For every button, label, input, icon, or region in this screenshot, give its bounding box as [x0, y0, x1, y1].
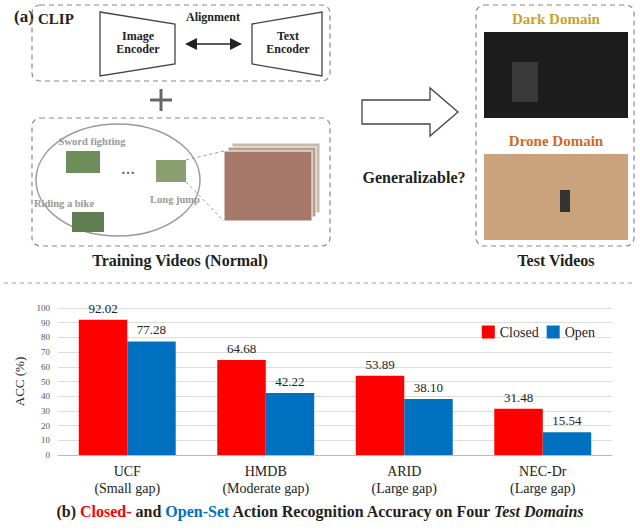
svg-text:Riding a bike: Riding a bike: [34, 198, 94, 209]
svg-text:NEC-Dr: NEC-Dr: [519, 464, 567, 479]
svg-text:80: 80: [41, 332, 51, 342]
svg-text:30: 30: [41, 406, 51, 416]
svg-text:92.02: 92.02: [88, 301, 117, 316]
svg-text:TextEncoder: TextEncoder: [266, 29, 310, 56]
svg-text:Long jump: Long jump: [150, 194, 200, 205]
html-text:(b) Closed- and Open-Set Actio: (b) Closed- and Open-Set Action Recognit…: [56, 503, 584, 520]
svg-text:Training Videos (Normal): Training Videos (Normal): [92, 252, 268, 270]
svg-text:100: 100: [37, 303, 51, 313]
svg-text:10: 10: [41, 435, 51, 445]
svg-text:UCF: UCF: [114, 464, 141, 479]
svg-text:31.48: 31.48: [504, 390, 533, 405]
svg-text:(Small gap): (Small gap): [94, 481, 160, 497]
svg-text:Closed: Closed: [500, 325, 539, 340]
svg-text:(Moderate gap): (Moderate gap): [222, 481, 309, 497]
svg-text:Drone Domain: Drone Domain: [509, 133, 604, 149]
svg-text:CLIP: CLIP: [38, 11, 74, 27]
svg-text:15.54: 15.54: [552, 413, 582, 428]
svg-text:77.28: 77.28: [137, 322, 166, 337]
svg-text:Test Videos: Test Videos: [517, 252, 594, 269]
svg-text:HMDB: HMDB: [245, 464, 287, 479]
svg-text:38.10: 38.10: [414, 380, 443, 395]
svg-text:Dark Domain: Dark Domain: [512, 11, 601, 27]
svg-text:Open: Open: [565, 325, 595, 340]
svg-text:60: 60: [41, 362, 51, 372]
svg-text:ImageEncoder: ImageEncoder: [116, 29, 160, 56]
svg-text:90: 90: [41, 318, 51, 328]
svg-text:Sword fighting: Sword fighting: [59, 136, 127, 147]
svg-text:0: 0: [46, 450, 51, 460]
svg-text:50: 50: [41, 377, 51, 387]
svg-text:70: 70: [41, 347, 51, 357]
svg-text:Generalizable?: Generalizable?: [362, 169, 465, 186]
svg-text:(Large gap): (Large gap): [510, 481, 576, 497]
svg-text:53.89: 53.89: [365, 357, 394, 372]
svg-text:(Large gap): (Large gap): [372, 481, 438, 497]
svg-text:ARID: ARID: [387, 464, 421, 479]
svg-text:…: …: [121, 162, 135, 177]
svg-text:42.22: 42.22: [275, 374, 304, 389]
svg-text:Alignment: Alignment: [186, 10, 240, 24]
svg-text:40: 40: [41, 391, 51, 401]
svg-text:ACC (%): ACC (%): [12, 357, 27, 406]
svg-text:(a): (a): [14, 7, 34, 26]
svg-text:20: 20: [41, 421, 51, 431]
svg-text:64.68: 64.68: [227, 341, 256, 356]
